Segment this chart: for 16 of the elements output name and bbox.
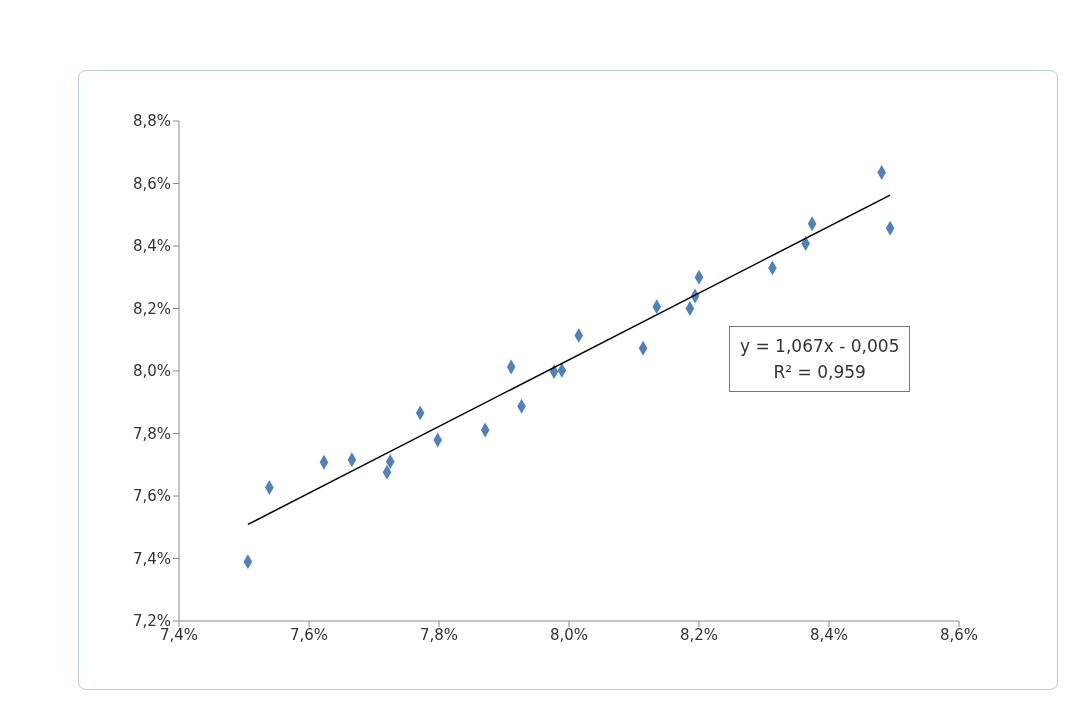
- annotation: y = 1,067x - 0,005: [740, 335, 900, 358]
- x-tick-label: 7,6%: [289, 625, 329, 644]
- y-tick-label: 7,6%: [132, 487, 171, 506]
- y-tick-label: 8,0%: [132, 362, 171, 381]
- x-tick-label: 7,8%: [419, 625, 459, 644]
- x-tick-label: 8,0%: [549, 625, 589, 644]
- y-tick-label: 8,8%: [132, 112, 171, 131]
- annotation: R² = 0,959: [772, 361, 867, 384]
- y-tick-label: 8,6%: [132, 174, 171, 193]
- x-tick-label: 8,2%: [679, 625, 719, 644]
- y-tick-label: 7,4%: [132, 549, 171, 568]
- y-tick-label: 8,2%: [132, 299, 171, 318]
- y-tick-label: 7,8%: [132, 424, 171, 443]
- y-tick-label: 8,4%: [132, 237, 171, 256]
- x-tick-label: 8,6%: [939, 625, 979, 644]
- x-tick-label: 8,4%: [809, 625, 849, 644]
